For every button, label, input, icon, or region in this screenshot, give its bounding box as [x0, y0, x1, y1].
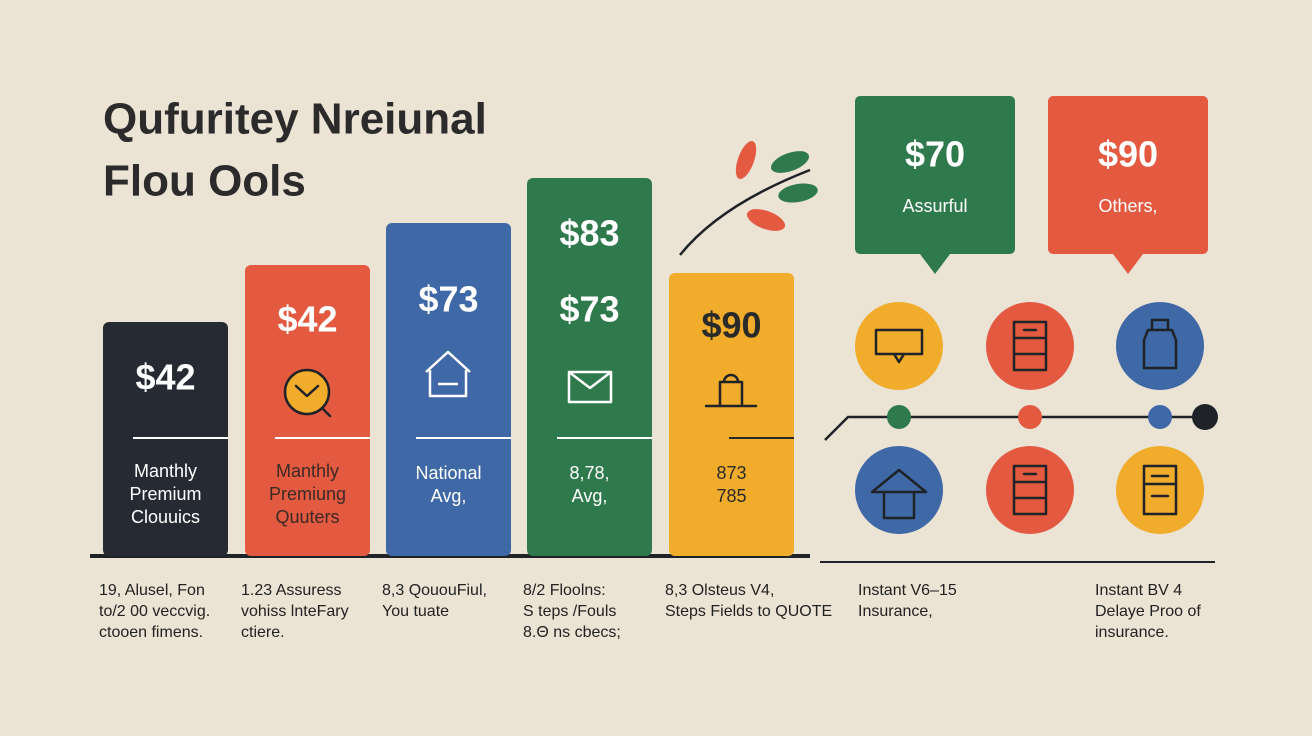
label: Quuters — [275, 507, 339, 527]
label: 785 — [716, 486, 746, 506]
callout-price: $70 — [905, 134, 965, 175]
label: Clouuics — [131, 507, 200, 527]
icon — [874, 328, 924, 364]
caption: Steps Fields to QUOTE — [665, 603, 832, 620]
callout: $70 Assurful — [855, 96, 1015, 274]
callout-price: $90 — [1098, 134, 1158, 175]
leaf — [770, 151, 810, 173]
icon — [1142, 318, 1178, 370]
column: $83 $73 8,78, Avg, 8/2 Floolns: S teps /Fouls… — [523, 178, 652, 641]
icon — [567, 370, 613, 404]
title: Flou Ools — [103, 157, 306, 206]
column: $42 Manthly Premiung Quuters 1.23 Assuress vo… — [241, 265, 370, 641]
caption: 8,3 QououFiul, — [382, 582, 487, 599]
leaf — [735, 141, 757, 179]
column: $90 873 785 8,3 Olsteus V4, Steps Fields to … — [665, 273, 832, 620]
icon — [1142, 464, 1178, 516]
icon-bg — [285, 370, 329, 414]
label: 873 — [716, 463, 746, 483]
label: Avg, — [572, 486, 608, 506]
caption: 8.Θ ns cbecs; — [523, 624, 621, 641]
price: $42 — [277, 299, 337, 340]
label: National — [415, 463, 481, 483]
price: $73 — [559, 289, 619, 330]
icon-circle — [855, 446, 943, 534]
timeline-dot — [1192, 404, 1218, 430]
note: insurance. — [1095, 624, 1169, 641]
icon-circle — [986, 302, 1074, 390]
caption: S teps /Fouls — [523, 603, 616, 620]
caption: ctiere. — [241, 624, 285, 641]
bar — [669, 273, 794, 556]
price: $90 — [701, 305, 761, 346]
note: Instant V6–15 — [858, 582, 957, 599]
caption: 1.23 Assuress — [241, 582, 342, 599]
callout-label: Assurful — [902, 196, 967, 216]
timeline — [824, 415, 1205, 441]
bar — [527, 178, 652, 556]
timeline-dot — [1018, 405, 1042, 429]
callout-label: Others, — [1098, 196, 1157, 216]
leaf — [778, 183, 818, 203]
icon — [1012, 320, 1048, 372]
label: Premiung — [269, 484, 346, 504]
icon — [704, 373, 758, 408]
caption: vohiss lnteFary — [241, 603, 349, 620]
label: Manthly — [134, 461, 197, 481]
price: $73 — [418, 279, 478, 320]
timeline-dot — [1148, 405, 1172, 429]
icon — [425, 350, 471, 398]
column: $42 Manthly Premium Clouuics 19, Alusel, Fon… — [99, 322, 228, 641]
label: Manthly — [276, 461, 339, 481]
icon-circle — [855, 302, 943, 390]
note: Insurance, — [858, 603, 933, 620]
icon — [283, 368, 332, 418]
icon-circle — [986, 446, 1074, 534]
branch — [679, 168, 811, 256]
caption: to/2 00 veccvig. — [99, 603, 210, 620]
label: Avg, — [431, 486, 467, 506]
title: Qufuritey Nreiunal — [103, 95, 487, 144]
callout: $90 Others, — [1048, 96, 1208, 274]
icon-circle — [1116, 446, 1204, 534]
column: $73 National Avg, 8,3 QououFiul, You tuate — [382, 223, 511, 620]
caption: ctooen fimens. — [99, 624, 203, 641]
bar — [386, 223, 511, 556]
timeline-dot — [887, 405, 911, 429]
icon-circle — [1116, 302, 1204, 390]
price: $42 — [135, 357, 195, 398]
callout-box — [1048, 96, 1208, 274]
icon — [1012, 464, 1048, 516]
callout-box — [855, 96, 1015, 274]
caption: 19, Alusel, Fon — [99, 582, 205, 599]
icon — [870, 468, 928, 520]
label: Premium — [129, 484, 201, 504]
caption: 8,3 Olsteus V4, — [665, 582, 774, 599]
price: $83 — [559, 213, 619, 254]
leaf — [746, 209, 786, 231]
caption: You tuate — [382, 603, 449, 620]
note: Instant BV 4 — [1095, 582, 1182, 599]
label: 8,78, — [569, 463, 609, 483]
caption: 8/2 Floolns: — [523, 582, 606, 599]
note: Delaye Proo of — [1095, 603, 1201, 620]
